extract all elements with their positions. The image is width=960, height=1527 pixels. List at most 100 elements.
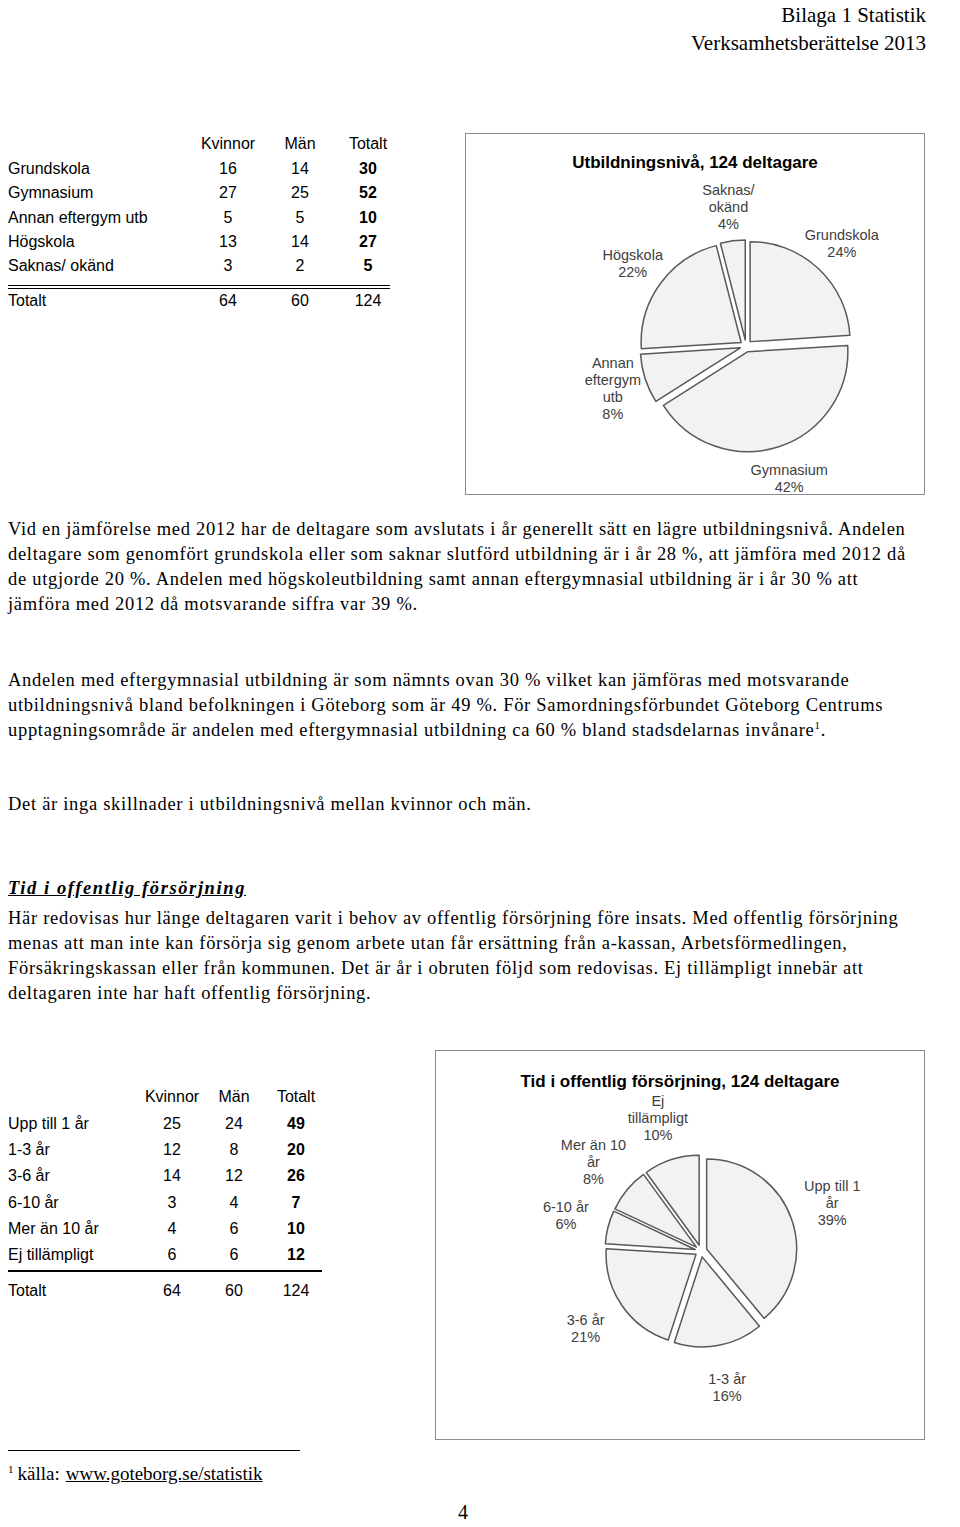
slice-label-line: Gymnasium: [751, 462, 828, 478]
table-cell: 12: [194, 1166, 274, 1186]
slice-label-line: Mer än 10: [561, 1137, 626, 1153]
table-header: Kvinnor: [188, 134, 268, 154]
slice-label: Saknas/okänd: [702, 182, 755, 215]
table-header: Män: [194, 1087, 274, 1107]
slice-label-line: utb: [603, 389, 623, 405]
pie-slice: [646, 1155, 699, 1245]
table-cell: 14: [260, 232, 340, 252]
slice-label: Upp till 1år: [804, 1178, 860, 1211]
table-cell: 60: [194, 1281, 274, 1301]
table-row-label: Totalt: [8, 1281, 46, 1301]
table-header: Totalt: [328, 134, 408, 154]
chart-title: Tid i offentlig försörjning, 124 deltaga…: [521, 1072, 840, 1091]
pie-slice: [720, 240, 745, 340]
slice-value-label: 10%: [643, 1127, 672, 1143]
slice-label: 1-3 år: [708, 1371, 746, 1387]
table-row-label: Annan eftergym utb: [8, 208, 148, 228]
table-cell: 6: [194, 1245, 274, 1265]
paragraph-text: Det är inga skillnader i utbildningsnivå…: [8, 794, 532, 814]
slice-label: Gymnasium: [751, 462, 828, 478]
table-rule: [8, 285, 390, 286]
footnote-text: källa:: [18, 1463, 60, 1484]
slice-label-line: 6-10 år: [543, 1199, 589, 1215]
table-cell: 14: [260, 159, 340, 179]
chart-title: Utbildningsnivå, 124 deltagare: [572, 153, 818, 172]
table-cell: 4: [132, 1219, 212, 1239]
table-cell: 10: [256, 1219, 336, 1239]
pie-slice: [606, 1249, 696, 1340]
table-row-label: 3-6 år: [8, 1166, 50, 1186]
table-cell: 60: [260, 291, 340, 311]
footnote: 1 källa: www.goteborg.se/statistik: [8, 1462, 263, 1486]
paragraph-text: Andelen med eftergymnasial utbildning är…: [8, 670, 883, 740]
table-cell: 25: [132, 1114, 212, 1134]
slice-label-line: Ej: [651, 1093, 664, 1109]
table-cell: 5: [260, 208, 340, 228]
slice-value-label: 6%: [555, 1216, 576, 1232]
table-cell: 8: [194, 1140, 274, 1160]
chart-frame: Utbildningsnivå, 124 deltagareGrundskola…: [465, 133, 925, 495]
table-cell: 5: [328, 256, 408, 276]
table-row-label: Högskola: [8, 232, 75, 252]
pie-chart: Tid i offentlig försörjning, 124 deltaga…: [436, 1051, 924, 1439]
table-cell: 5: [188, 208, 268, 228]
table-row-label: Saknas/ okänd: [8, 256, 114, 276]
table-row-label: Grundskola: [8, 159, 90, 179]
paragraph: Det är inga skillnader i utbildningsnivå…: [8, 792, 920, 817]
slice-label: 6-10 år: [543, 1199, 589, 1215]
table-cell: 27: [328, 232, 408, 252]
table-rule: [8, 1270, 322, 1272]
table-cell: 124: [328, 291, 408, 311]
slice-value-label: 39%: [818, 1212, 847, 1228]
paragraph-text: .: [821, 720, 826, 740]
table-cell: 3: [188, 256, 268, 276]
table-cell: 6: [194, 1219, 274, 1239]
table-row-label: Ej tillämpligt: [8, 1245, 93, 1265]
section-text: Här redovisas hur länge deltagaren varit…: [8, 906, 920, 1006]
table-cell: 27: [188, 183, 268, 203]
table-row-label: Mer än 10 år: [8, 1219, 99, 1239]
table-cell: 30: [328, 159, 408, 179]
table-cell: 14: [132, 1166, 212, 1186]
table-cell: 24: [194, 1114, 274, 1134]
table-header: Män: [260, 134, 340, 154]
table-header: Kvinnor: [132, 1087, 212, 1107]
slice-label: Annaneftergymutb: [585, 355, 641, 405]
footnote-ref: 1: [814, 719, 820, 731]
footnote-link[interactable]: www.goteborg.se/statistik: [66, 1463, 263, 1484]
slice-label-line: eftergym: [585, 372, 641, 388]
table-cell: 25: [260, 183, 340, 203]
slice-label-line: 3-6 år: [567, 1312, 605, 1328]
pie-chart: Utbildningsnivå, 124 deltagareGrundskola…: [466, 134, 924, 494]
paragraph: Andelen med eftergymnasial utbildning är…: [8, 668, 920, 743]
table-header: Totalt: [256, 1087, 336, 1107]
table-cell: 4: [194, 1193, 274, 1213]
table-rule: [8, 288, 390, 289]
section-title: Tid i offentlig försörjning: [8, 876, 246, 901]
slice-label-line: år: [826, 1195, 839, 1211]
table-cell: 6: [132, 1245, 212, 1265]
slice-label-line: Saknas/: [702, 182, 755, 198]
table-row-label: 1-3 år: [8, 1140, 50, 1160]
footnote-mark: 1: [8, 1463, 14, 1475]
slice-label: 3-6 år: [567, 1312, 605, 1328]
slice-label-line: 1-3 år: [708, 1371, 746, 1387]
table-cell: 12: [132, 1140, 212, 1160]
table-cell: 13: [188, 232, 268, 252]
header-line: Bilaga 1 Statistik: [781, 2, 926, 28]
table-cell: 16: [188, 159, 268, 179]
table-cell: 7: [256, 1193, 336, 1213]
paragraph-text: Vid en jämförelse med 2012 har de deltag…: [8, 519, 906, 614]
slice-value-label: 16%: [713, 1388, 742, 1404]
slice-value-label: 24%: [827, 244, 856, 260]
table-cell: 10: [328, 208, 408, 228]
pie-slice: [640, 348, 740, 402]
slice-label-line: tillämpligt: [628, 1110, 688, 1126]
slice-label: Mer än 10år: [561, 1137, 626, 1170]
footnote-rule: [8, 1450, 300, 1451]
slice-label-line: Annan: [592, 355, 634, 371]
table-row-label: Upp till 1 år: [8, 1114, 89, 1134]
slices: [640, 240, 849, 452]
table-row-label: Totalt: [8, 291, 46, 311]
table-cell: 64: [132, 1281, 212, 1301]
